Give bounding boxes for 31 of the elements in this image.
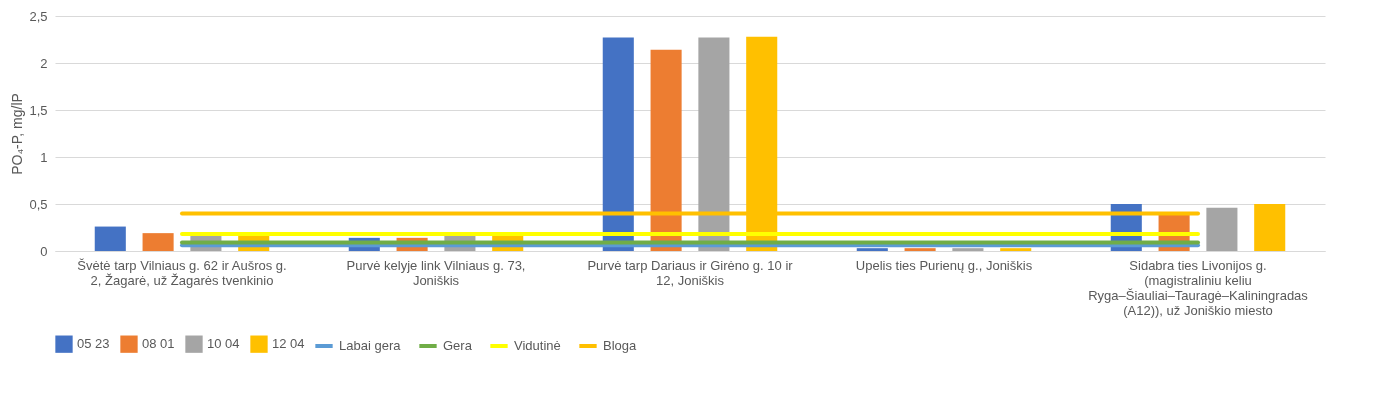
legend-label: 08 01 — [142, 336, 175, 352]
bar — [952, 248, 984, 251]
bar — [698, 37, 730, 251]
legend-label: 12 04 — [272, 336, 305, 352]
bar — [142, 233, 174, 251]
x-tick-label: Purvė tarp Dariaus ir Girėno g. 10 ir 12, Joniškis — [587, 257, 794, 288]
legend-label: Vidutinė — [514, 338, 561, 353]
legend-label: Gera — [443, 338, 473, 353]
bar — [650, 49, 682, 251]
legend-label: 05 23 — [77, 336, 110, 352]
x-tick-label: Purvė kelyje link Vilniaus g. 73, Joniškis — [346, 257, 526, 288]
bar — [1254, 204, 1286, 251]
bar — [904, 248, 936, 251]
legend-label: Labai gera — [339, 338, 402, 353]
bar — [602, 37, 634, 251]
legend-label: 10 04 — [207, 336, 240, 352]
y-tick-label: 0,5 — [29, 196, 48, 212]
y-tick-label: 1 — [40, 149, 48, 165]
legend-label: Bloga — [603, 338, 638, 353]
bar — [94, 226, 126, 251]
x-tick-label: Sidabra ties Livonijos g. (magistraliniu keliu Ryga–Šiauliai–Tauragė–Kaliningradas (A12)), už Joniškio miesto — [1088, 257, 1309, 318]
y-tick-label: 0 — [40, 243, 48, 259]
bar — [1000, 248, 1032, 251]
y-tick-label: 1,5 — [29, 102, 48, 118]
bar — [1206, 207, 1238, 251]
y-axis-title: PO₄-P, mg/lP — [9, 93, 26, 175]
x-tick-label: Švėtė tarp Vilniaus g. 62 ir Aušros g. 2, Žagarė, už Žagarės tvenkinio — [77, 257, 287, 288]
y-tick-label: 2,5 — [29, 8, 48, 24]
x-tick-label: Upelis ties Purienų g., Joniškis — [855, 257, 1033, 273]
y-tick-label: 2 — [40, 55, 48, 71]
bar — [856, 248, 888, 251]
